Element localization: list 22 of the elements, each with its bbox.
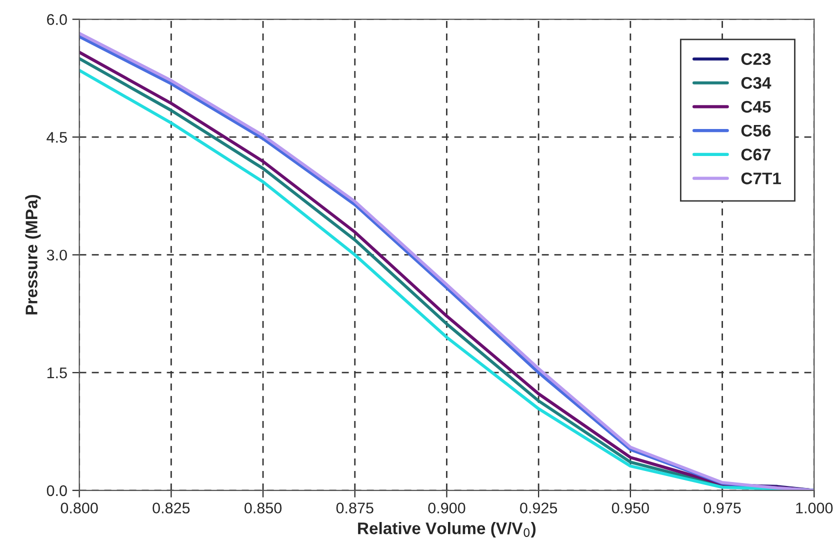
legend-label: C45: [741, 100, 771, 113]
x-tick-label: 1.000: [796, 502, 833, 514]
legend-label: C34: [741, 77, 772, 89]
y-tick-label: 6.0: [47, 14, 67, 25]
x-tick-label: 0.950: [612, 502, 649, 514]
legend-label: C23: [741, 53, 771, 65]
y-tick-label: 4.5: [46, 132, 67, 143]
y-tick-label: 1.5: [47, 368, 67, 378]
x-tick-label: 0.875: [336, 502, 374, 514]
y-tick-label: 3.0: [46, 250, 67, 261]
x-tick-label: 0.800: [60, 502, 98, 514]
legend-label: C56: [741, 124, 771, 137]
x-tick-label: 0.825: [152, 502, 190, 514]
x-axis-title: Relative Volume (V/V$_{0}$): [358, 522, 536, 538]
y-axis-title: Pressure (MPa): [25, 194, 41, 314]
x-tick-label: 0.975: [704, 502, 741, 514]
x-tick-label: 0.925: [520, 502, 558, 514]
y-tick-label: 0.0: [46, 485, 67, 496]
legend-label: C7T1: [741, 172, 781, 184]
legend-label: C67: [741, 148, 771, 160]
x-tick-label: 0.850: [244, 502, 282, 514]
x-tick-label: 0.900: [428, 502, 466, 514]
